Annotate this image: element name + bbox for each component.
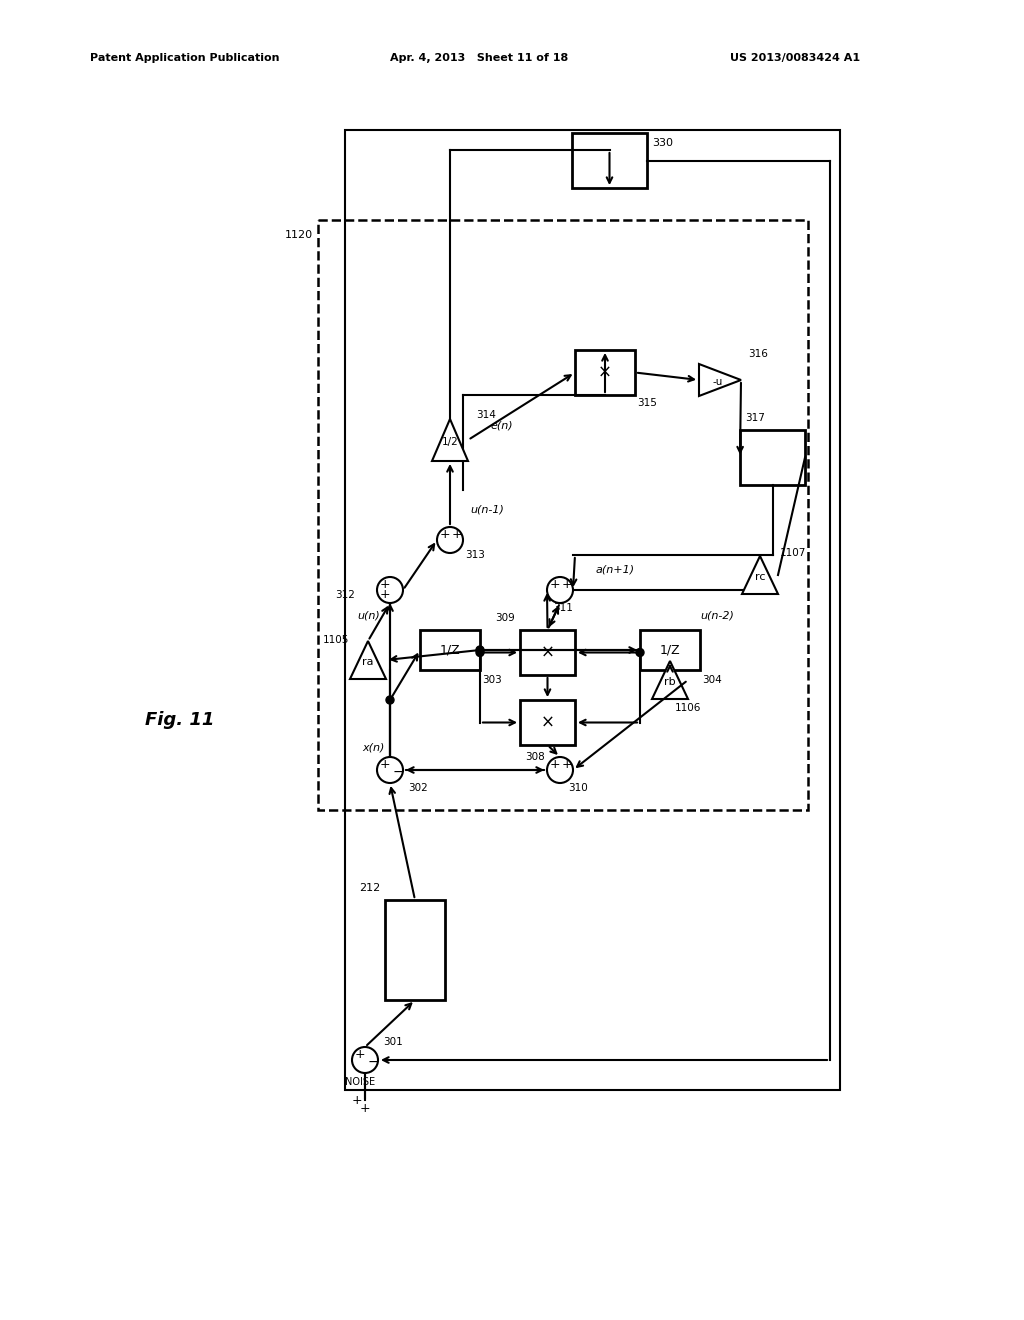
Text: −: − — [368, 1055, 379, 1069]
Bar — [572, 133, 647, 187]
Text: +: + — [380, 759, 390, 771]
Text: 312: 312 — [335, 590, 355, 601]
Text: -u: -u — [713, 378, 723, 387]
Bar — [520, 630, 575, 675]
Text: 311: 311 — [553, 603, 573, 612]
Text: 314: 314 — [476, 411, 496, 420]
Polygon shape — [699, 364, 741, 396]
Text: +: + — [380, 578, 390, 591]
Circle shape — [377, 577, 403, 603]
Text: +: + — [550, 759, 560, 771]
Circle shape — [547, 577, 573, 603]
Text: +: + — [380, 589, 390, 602]
Text: 308: 308 — [525, 752, 545, 762]
Text: 212: 212 — [358, 883, 380, 894]
Text: 316: 316 — [748, 348, 768, 359]
Text: 303: 303 — [482, 675, 502, 685]
Polygon shape — [742, 556, 778, 594]
Text: US 2013/0083424 A1: US 2013/0083424 A1 — [730, 53, 860, 63]
Bar — [640, 630, 700, 671]
Text: −: − — [392, 766, 403, 779]
Text: 1/Z: 1/Z — [439, 644, 461, 656]
Text: Apr. 4, 2013   Sheet 11 of 18: Apr. 4, 2013 Sheet 11 of 18 — [390, 53, 568, 63]
Text: ×: × — [541, 644, 554, 661]
Text: +: + — [562, 578, 572, 591]
Text: 1105: 1105 — [323, 635, 349, 645]
Text: 1106: 1106 — [675, 704, 701, 713]
Text: 330: 330 — [652, 139, 673, 148]
Text: +: + — [550, 578, 560, 591]
Text: 317: 317 — [745, 413, 765, 422]
Text: 310: 310 — [568, 783, 588, 793]
Polygon shape — [652, 661, 688, 700]
Polygon shape — [432, 418, 468, 461]
Text: Fig. 11: Fig. 11 — [145, 711, 214, 729]
Text: ×: × — [541, 714, 554, 731]
Circle shape — [476, 648, 484, 656]
Polygon shape — [350, 642, 386, 678]
Circle shape — [437, 527, 463, 553]
Text: u(n-1): u(n-1) — [470, 506, 504, 515]
Circle shape — [547, 756, 573, 783]
Text: 1/Z: 1/Z — [659, 644, 680, 656]
Text: +: + — [562, 759, 572, 771]
Text: x(n): x(n) — [362, 743, 384, 752]
Bar — [575, 350, 635, 395]
Text: NOISE: NOISE — [345, 1077, 375, 1086]
Circle shape — [476, 645, 484, 653]
Text: +: + — [452, 528, 462, 541]
Text: Patent Application Publication: Patent Application Publication — [90, 53, 280, 63]
Text: 1/2: 1/2 — [441, 437, 459, 447]
Text: a(n+1): a(n+1) — [595, 565, 635, 576]
Text: rc: rc — [755, 572, 765, 582]
Text: 309: 309 — [496, 612, 515, 623]
Text: ra: ra — [362, 657, 374, 667]
Circle shape — [386, 696, 394, 704]
Bar — [385, 900, 445, 1001]
Text: 1107: 1107 — [780, 548, 806, 558]
Text: 304: 304 — [702, 675, 722, 685]
Text: 313: 313 — [465, 550, 485, 560]
Text: +: + — [351, 1093, 362, 1106]
Bar — [420, 630, 480, 671]
Circle shape — [377, 756, 403, 783]
Text: u(n): u(n) — [357, 610, 380, 620]
Text: 302: 302 — [408, 783, 428, 793]
Circle shape — [352, 1047, 378, 1073]
Text: ×: × — [598, 363, 612, 381]
Bar — [740, 430, 805, 484]
Text: u(n-2): u(n-2) — [700, 610, 734, 620]
Text: 1120: 1120 — [285, 230, 313, 240]
Text: 301: 301 — [383, 1038, 402, 1047]
Text: +: + — [354, 1048, 366, 1061]
Text: +: + — [439, 528, 451, 541]
Text: 315: 315 — [637, 399, 656, 408]
Circle shape — [636, 648, 644, 656]
Text: rb: rb — [665, 677, 676, 686]
Text: +: + — [359, 1101, 371, 1114]
Bar — [520, 700, 575, 744]
Text: e(n): e(n) — [490, 420, 513, 430]
